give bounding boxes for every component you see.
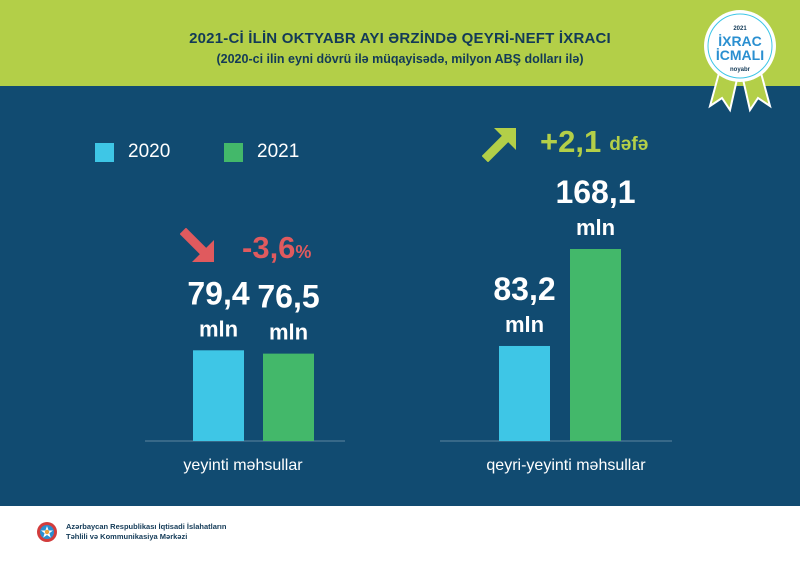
state-emblem-icon [37,522,57,542]
badge-month: noyabr [730,67,751,73]
bar-2020 [499,345,550,441]
data-label-value: 168,1 [555,174,635,210]
badge-line2: İCMALI [716,47,764,63]
footer-org-line2: Təhlili və Kommunikasiya Mərkəzi [66,532,188,541]
category-label: yeyinti məhsullar [183,457,303,474]
data-label-unit: mln [199,316,238,341]
data-label-value: 83,2 [493,271,555,307]
legend-label-2020: 2020 [128,141,171,162]
legend-swatch-2021 [224,142,243,162]
data-label-value: 76,5 [257,279,319,315]
ixrac-icmali-badge: 2021 İXRAC İCMALI noyabr [704,10,776,113]
data-label-unit: mln [576,215,615,240]
legend-item-2021: 2021 [224,141,300,162]
bar-2021 [263,353,314,441]
change-indicator-nonfood: +2,1 dəfə [482,122,648,162]
category-label: qeyri-yeyinti məhsullar [486,457,646,474]
badge-line1: İXRAC [718,33,762,49]
change-value-food: -3,6 [242,230,296,265]
badge-circle [704,10,776,82]
chart-panel [0,86,800,506]
legend-item-2020: 2020 [95,141,171,162]
change-suffix-nonfood: dəfə [609,134,649,155]
footer-organization: Azərbaycan Respublikası İqtisadi İslahat… [66,522,226,542]
footer-org-line1: Azərbaycan Respublikası İqtisadi İslahat… [66,522,227,531]
change-value-nonfood: +2,1 [540,124,602,159]
legend-label-2021: 2021 [257,141,300,162]
badge-year: 2021 [733,26,747,32]
legend-swatch-2020 [95,142,114,162]
bar-2020 [193,350,244,441]
down-right-arrow-icon [180,228,214,262]
badge-inner-ring [707,13,773,79]
data-label-value: 79,4 [187,275,249,311]
change-indicator-food: -3,6 % [180,228,311,268]
header-band: 2021-Cİ İLİN OKTYABR AYI ƏRZİNDƏ QEYRİ-N… [0,0,800,86]
bar-2021 [570,249,621,441]
data-label-unit: mln [269,320,308,345]
page-title: 2021-Cİ İLİN OKTYABR AYI ƏRZİNDƏ QEYRİ-N… [189,30,611,47]
up-right-arrow-icon [482,128,516,162]
change-suffix-food: % [295,241,312,262]
page-subtitle: (2020-ci ilin eyni dövrü ilə müqayisədə,… [216,52,584,66]
data-label-unit: mln [505,312,544,337]
footer [0,506,800,566]
